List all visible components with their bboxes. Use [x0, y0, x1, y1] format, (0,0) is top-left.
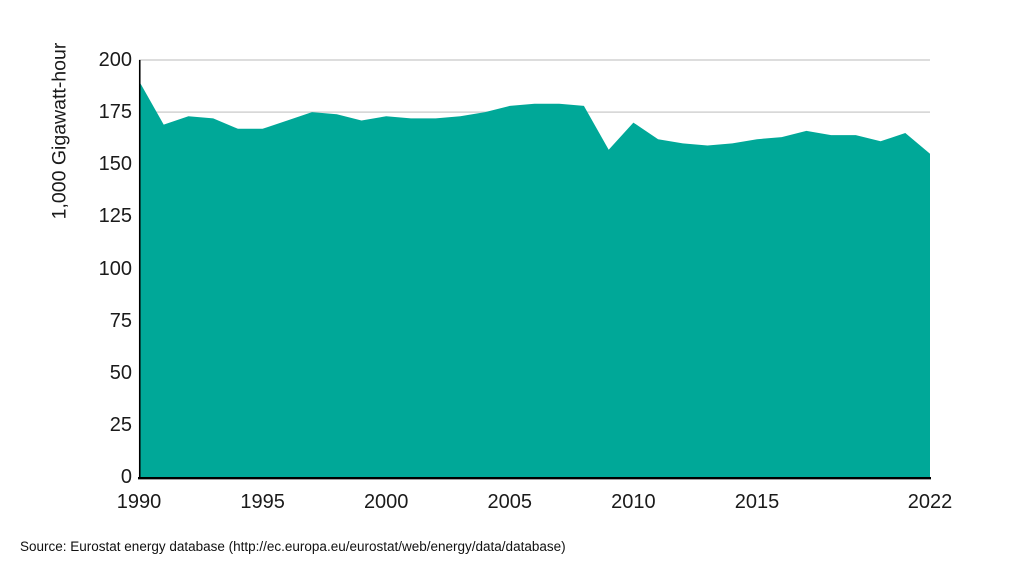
y-tick-label-100: 100	[98, 257, 132, 280]
x-tick-label-1995: 1995	[240, 491, 285, 513]
y-tick-label-25: 25	[109, 413, 132, 436]
x-tick-label-2010: 2010	[611, 491, 656, 513]
y-tick-label-75: 75	[109, 309, 132, 332]
y-tick-label-150: 150	[98, 153, 132, 176]
x-tick-label-2000: 2000	[363, 491, 409, 513]
x-tick-label-1990: 1990	[116, 491, 162, 513]
y-tick-label-200: 200	[98, 49, 132, 71]
area-polygon	[139, 80, 930, 478]
y-tick-label-50: 50	[109, 361, 132, 384]
area-series	[139, 80, 930, 478]
y-tick-label-175: 175	[98, 101, 132, 124]
x-tick-label-2005: 2005	[487, 491, 533, 513]
x-tick-label-2022: 2022	[907, 491, 953, 513]
axis-lines	[138, 60, 931, 480]
y-tick-label-0: 0	[120, 466, 132, 488]
x-tick-label-2015: 2015	[734, 491, 780, 513]
source-note: Source: Eurostat energy database (http:/…	[20, 539, 566, 554]
y-tick-label-125: 125	[98, 205, 132, 228]
